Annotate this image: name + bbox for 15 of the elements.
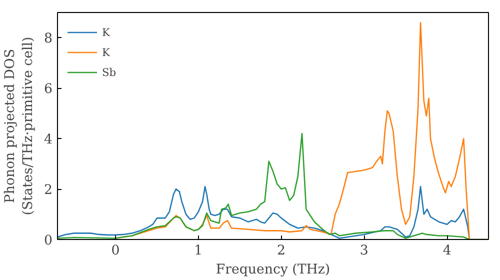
- legend-label: Sb: [102, 66, 118, 78]
- legend-label: K: [102, 46, 112, 58]
- y-tick-label: 2: [44, 183, 53, 198]
- y-axis-title: Phonon projected DOS (States/THz·primitive cell): [3, 36, 36, 216]
- x-tick-label: 1: [194, 244, 203, 258]
- y-tick-label: 0: [44, 234, 53, 248]
- x-axis-title: Frequency (THz): [216, 262, 330, 278]
- x-tick-label: 0: [111, 244, 120, 258]
- y-tick-label: 8: [44, 32, 53, 47]
- x-tick-label: 3: [360, 244, 368, 258]
- legend-label: K: [102, 26, 112, 38]
- y-tick-label: 4: [44, 132, 53, 148]
- x-tick-label: 2: [277, 244, 286, 258]
- x-tick-label: 4: [442, 244, 452, 258]
- y-tick-label: 6: [44, 82, 53, 98]
